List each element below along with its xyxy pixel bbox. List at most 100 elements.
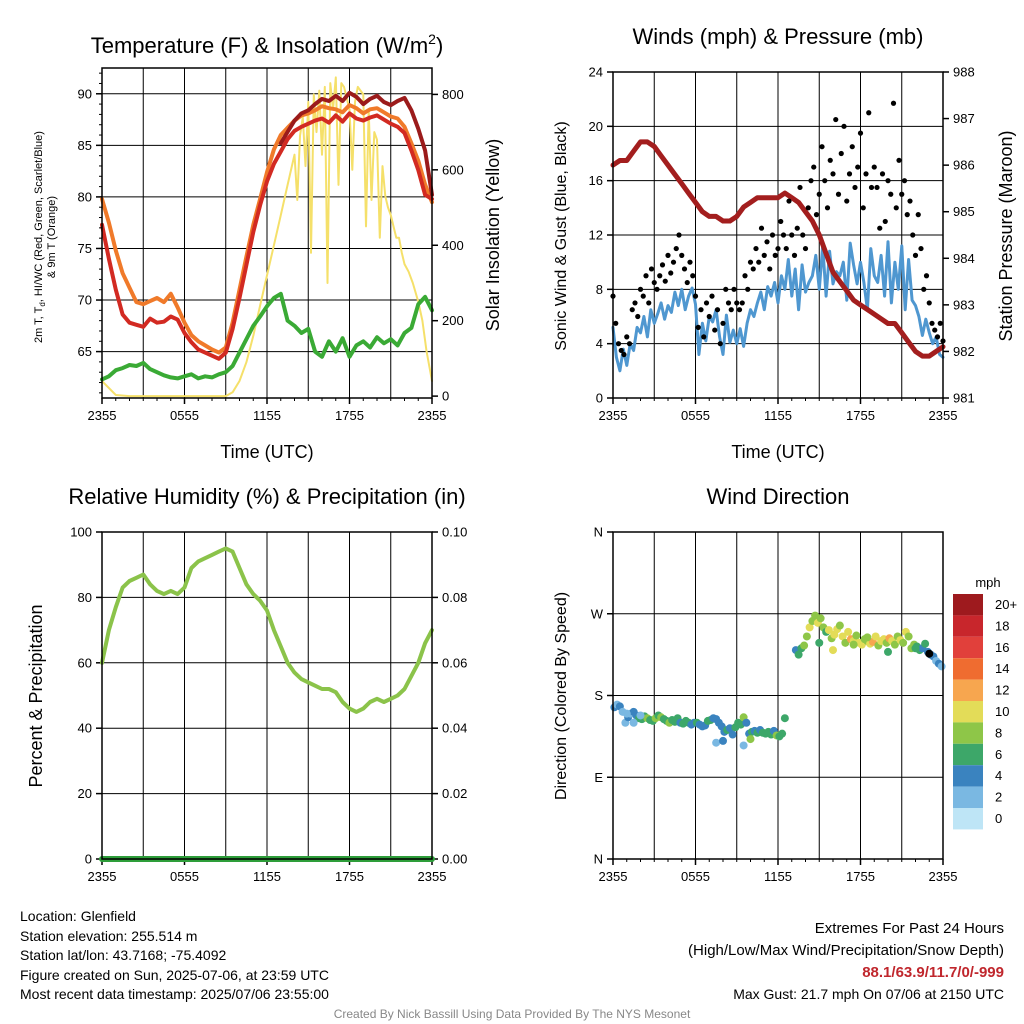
dewpoint-line: [100, 291, 434, 382]
gust-point: [860, 205, 866, 211]
gust-point: [761, 252, 767, 258]
gust-point: [637, 286, 644, 292]
y-tick-label: S: [594, 688, 603, 703]
winds-pressure-panel: Winds (mph) & Pressure (mb) Time (UTC) S…: [553, 24, 1016, 462]
gust-point: [813, 212, 820, 218]
wind-direction-panel: Wind Direction Direction (Colored By Spe…: [553, 484, 1017, 884]
gust-point: [896, 157, 902, 163]
gust-point: [824, 205, 831, 211]
gust-point: [904, 212, 910, 218]
extremes-values: 88.1/63.9/11.7/0/-999: [862, 964, 1004, 981]
y-right-tick-label: 0.06: [442, 655, 467, 670]
y-tick-label: 0: [85, 852, 92, 867]
temperature-line: [100, 111, 434, 361]
insolation-line: [101, 76, 433, 398]
humidity-y-axis-label: Percent & Precipitation: [26, 604, 46, 787]
y-tick-label: 100: [70, 525, 92, 540]
extremes-subtitle: (High/Low/Max Wind/Precipitation/Snow De…: [688, 942, 1004, 959]
pressure-y-axis-label: Station Pressure (Maroon): [996, 130, 1016, 341]
gust-point: [695, 324, 701, 330]
y-right-tick-label: 983: [953, 297, 975, 312]
gust-point: [890, 100, 897, 106]
temperature-x-axis-label: Time (UTC): [220, 442, 313, 462]
direction-point: [746, 735, 755, 744]
gust-point: [918, 245, 924, 252]
y-right-tick-label: 200: [442, 313, 464, 328]
gust-point: [877, 225, 883, 231]
legend-swatch: [953, 636, 983, 659]
direction-point: [835, 621, 844, 630]
y-right-tick-label: 0.00: [442, 852, 467, 867]
station-latlon: Station lat/lon: 43.7168; -75.4092: [20, 947, 227, 963]
gust-point: [758, 225, 765, 231]
extremes-box: Extremes For Past 24 Hours (High/Low/Max…: [688, 918, 1004, 1004]
gust-point: [907, 198, 913, 204]
direction-point: [844, 627, 853, 636]
gust-point: [618, 347, 624, 354]
gust-point: [615, 341, 622, 347]
gust-point: [684, 279, 690, 286]
gust-point: [816, 191, 822, 197]
gust-point: [692, 293, 699, 299]
y-right-tick-label: 987: [953, 111, 975, 126]
gust-point: [668, 270, 674, 276]
gust-point: [626, 341, 633, 347]
gust-point: [841, 123, 847, 129]
gust-point: [742, 273, 748, 279]
gust-point: [800, 232, 806, 238]
y-tick-label: 0: [596, 391, 603, 406]
legend-swatch: [953, 743, 983, 766]
figure-created: Figure created on Sun, 2025-07-06, at 23…: [20, 966, 329, 983]
y-tick-label: W: [591, 606, 604, 621]
gust-point: [893, 205, 899, 211]
gust-point: [767, 266, 773, 272]
legend-label: 12: [995, 683, 1009, 698]
direction-point: [739, 741, 748, 750]
legend-label: 16: [995, 640, 1009, 655]
gust-point: [731, 286, 737, 292]
direction-point: [780, 714, 789, 723]
station-info: Location: Glenfield Station elevation: 2…: [20, 907, 329, 1005]
direction-point: [794, 650, 803, 659]
x-tick-label: 1155: [253, 408, 281, 423]
gust-point: [772, 252, 778, 258]
legend-swatch: [953, 658, 983, 680]
gust-point: [827, 157, 833, 163]
legend-swatch: [953, 722, 983, 744]
gust-point: [690, 273, 696, 279]
gust-point: [863, 171, 869, 177]
gust-point: [703, 300, 710, 306]
most-recent-data: Most recent data timestamp: 2025/07/06 2…: [20, 986, 329, 1002]
legend-label: 0: [995, 811, 1002, 826]
direction-point: [742, 718, 751, 727]
direction-point: [719, 736, 727, 745]
gust-point: [844, 198, 850, 204]
gust-point: [665, 252, 671, 258]
y-right-tick-label: 600: [442, 162, 464, 177]
y-right-tick-label: 0: [442, 389, 449, 404]
direction-point: [800, 641, 809, 650]
legend-label: 10: [995, 704, 1009, 719]
gust-point: [783, 245, 789, 252]
gust-point: [670, 259, 677, 265]
direction-point: [863, 633, 872, 642]
gust-point: [621, 351, 627, 358]
winds-x-axis-label: Time (UTC): [731, 442, 824, 462]
gust-point: [835, 191, 842, 197]
plot-layer: [610, 611, 946, 750]
direction-point: [852, 631, 861, 640]
y-tick-label: E: [594, 770, 603, 785]
gust-point: [929, 320, 935, 326]
winds-panel-title: Winds (mph) & Pressure (mb): [633, 24, 924, 49]
gust-point: [923, 273, 930, 279]
plot-border: [612, 531, 944, 860]
y-tick-label: 8: [596, 282, 603, 297]
credit-line: Created By Nick Bassill Using Data Provi…: [333, 1007, 691, 1021]
gust-point: [874, 184, 880, 191]
legend-label: 4: [995, 768, 1002, 783]
plot-layer: [610, 100, 946, 373]
gust-point: [811, 164, 817, 170]
wind-speed-line: [611, 240, 945, 373]
gust-point: [654, 286, 660, 292]
